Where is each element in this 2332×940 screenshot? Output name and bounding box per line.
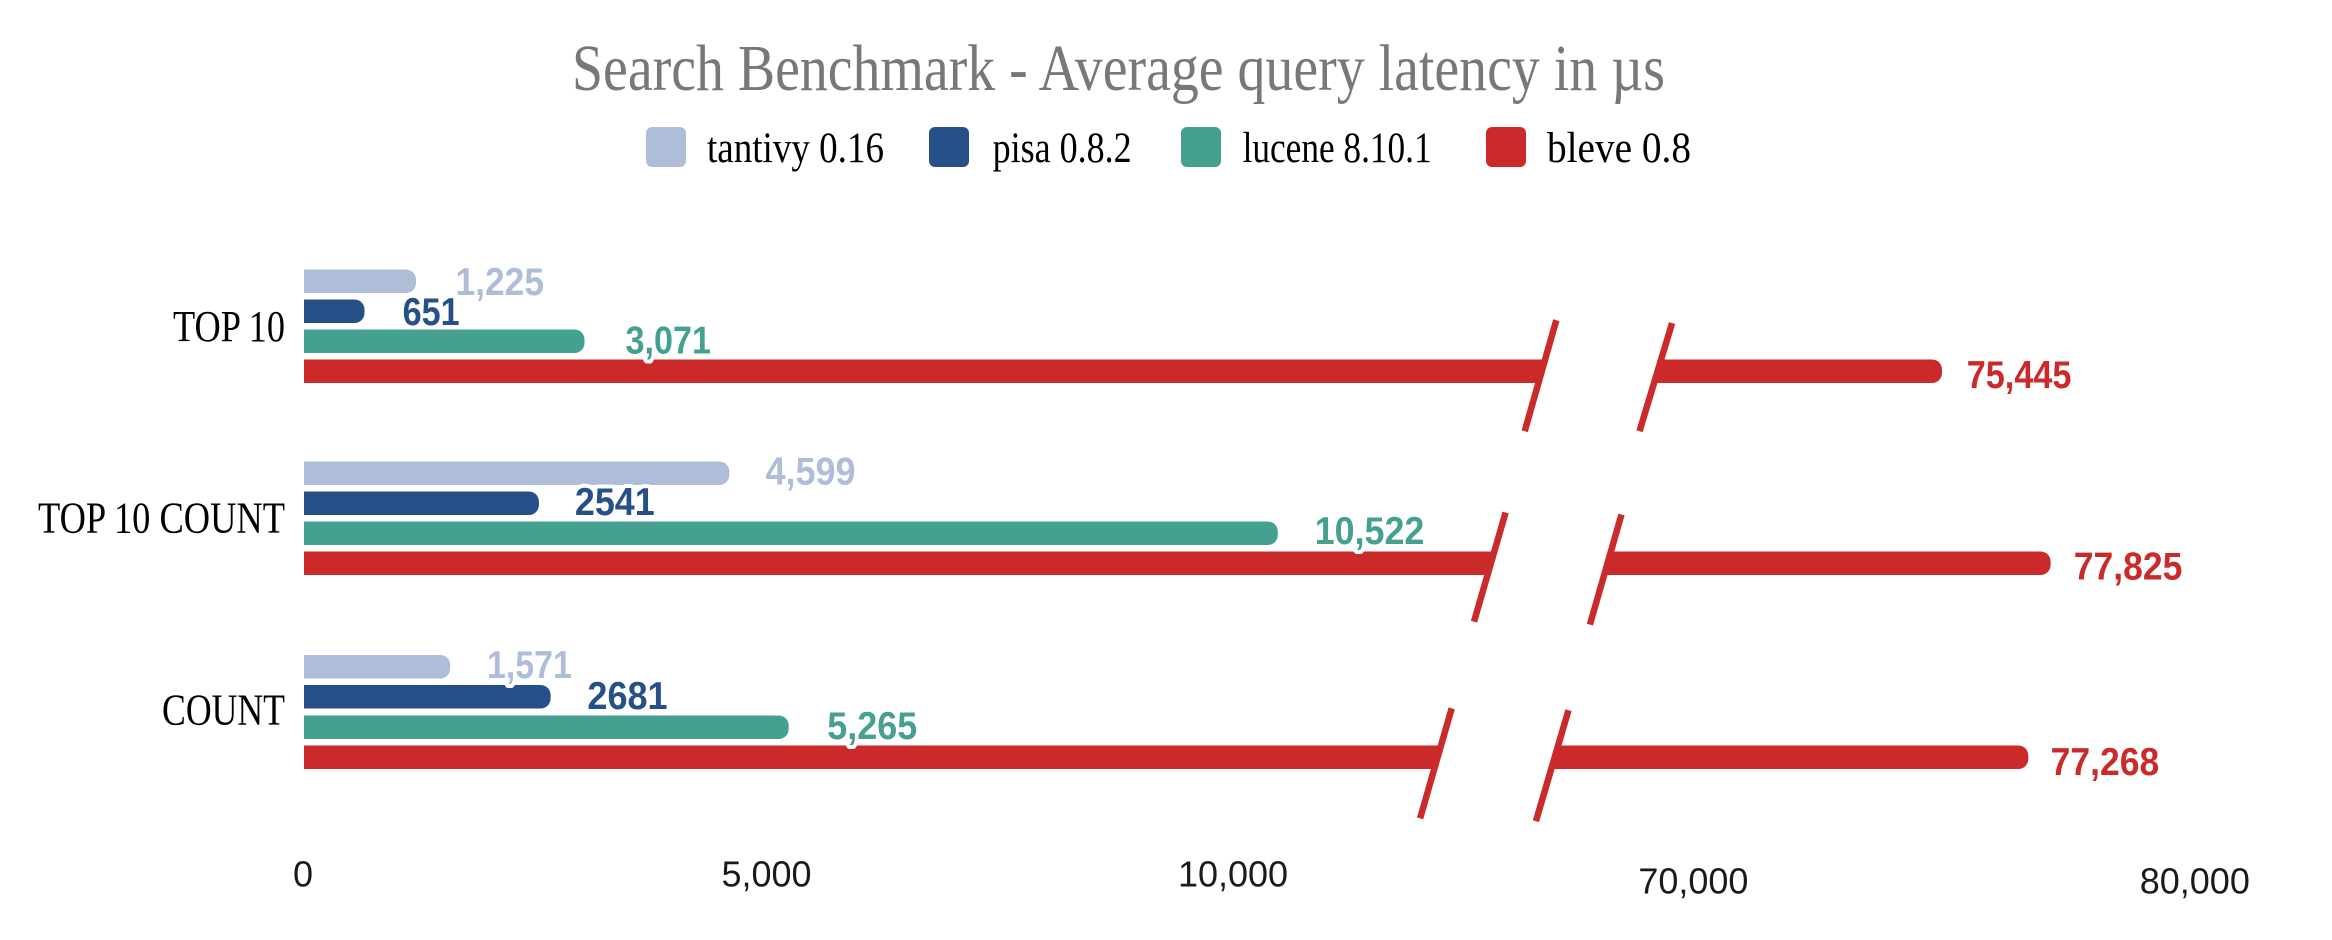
svg-text:COUNT: COUNT [162, 686, 285, 735]
svg-text:0: 0 [293, 854, 313, 895]
svg-text:Search Benchmark - Average que: Search Benchmark - Average query latency… [572, 32, 1665, 105]
svg-text:bleve 0.8: bleve 0.8 [1547, 125, 1691, 172]
svg-text:tantivy 0.16: tantivy 0.16 [707, 125, 884, 172]
svg-text:1,571: 1,571 [487, 644, 572, 687]
svg-text:10,000: 10,000 [1178, 854, 1288, 895]
svg-text:2541: 2541 [575, 481, 655, 524]
svg-text:TOP 10 COUNT: TOP 10 COUNT [38, 493, 285, 542]
svg-text:75,445: 75,445 [1967, 354, 2072, 397]
svg-text:80,000: 80,000 [2140, 860, 2250, 901]
svg-text:651: 651 [403, 291, 460, 334]
svg-text:pisa 0.8.2: pisa 0.8.2 [993, 125, 1132, 172]
svg-text:4,599: 4,599 [766, 451, 856, 494]
svg-text:TOP 10: TOP 10 [173, 302, 285, 351]
svg-text:2681: 2681 [587, 675, 667, 718]
svg-text:70,000: 70,000 [1638, 860, 1748, 901]
svg-text:77,825: 77,825 [2074, 546, 2183, 589]
svg-text:77,268: 77,268 [2051, 741, 2160, 784]
svg-text:3,071: 3,071 [626, 320, 712, 363]
svg-text:1,225: 1,225 [456, 261, 545, 304]
svg-text:lucene 8.10.1: lucene 8.10.1 [1243, 125, 1432, 172]
svg-text:5,265: 5,265 [827, 705, 917, 748]
svg-text:10,522: 10,522 [1315, 510, 1425, 553]
svg-text:5,000: 5,000 [721, 854, 811, 895]
